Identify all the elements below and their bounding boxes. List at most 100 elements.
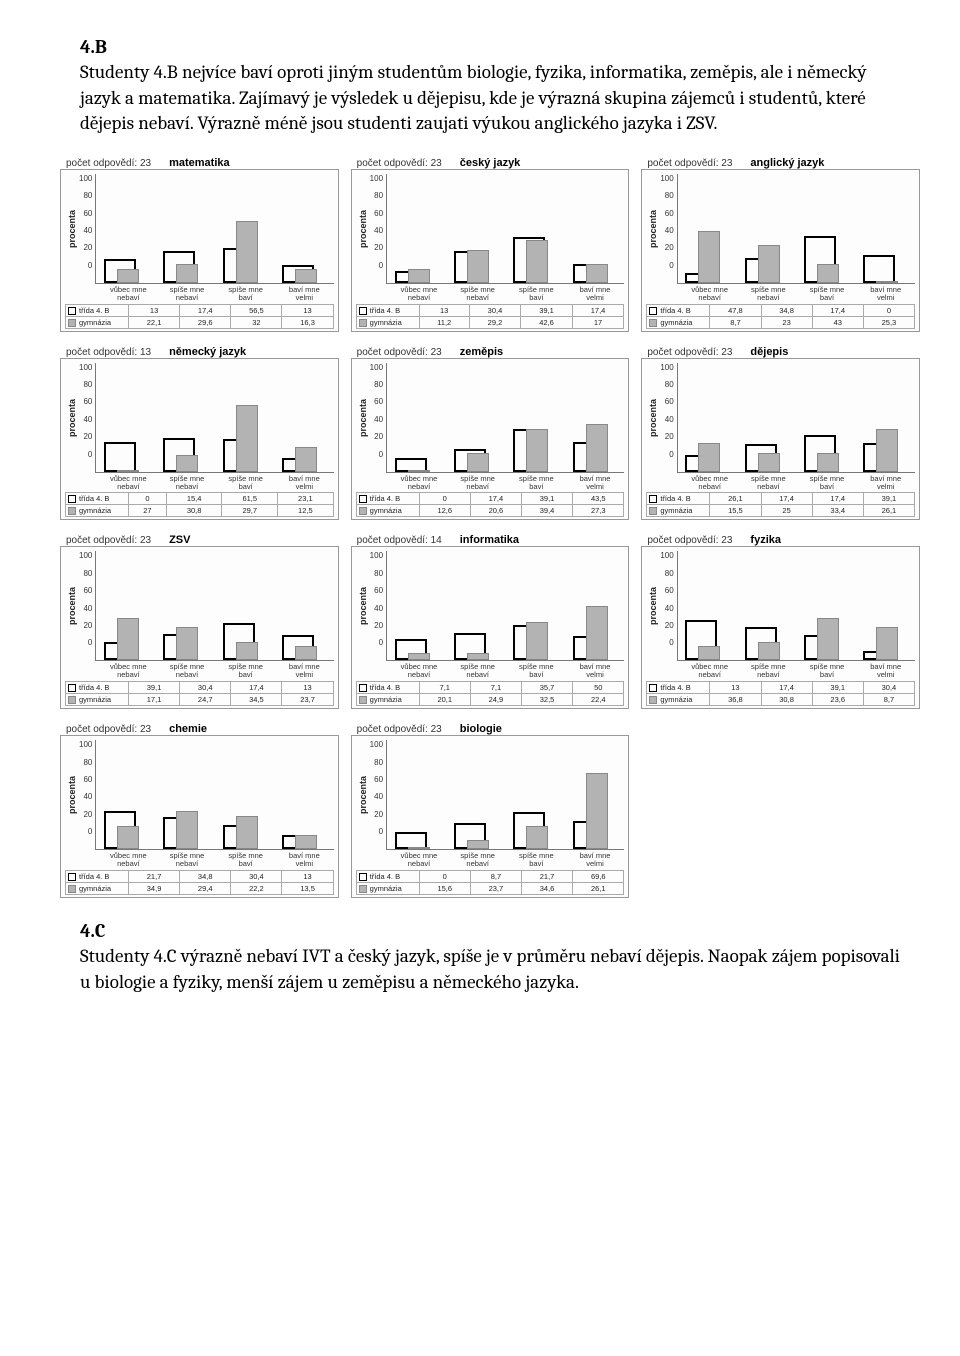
- data-table: třída 4. B7,17,135,750gymnázia20,124,932…: [356, 681, 625, 706]
- bar-trida-4b: [117, 618, 139, 661]
- table-cell: 15,5: [710, 505, 761, 517]
- table-cell: 17,1: [129, 694, 180, 706]
- bar-chart: procenta100806040200vůbec mnenebavíspíše…: [60, 546, 339, 709]
- table-cell: 26,1: [573, 883, 624, 895]
- table-cell: 69,6: [573, 871, 624, 883]
- bar-trida-4b: [817, 264, 839, 283]
- data-table: třída 4. B1317,456,513gymnázia22,129,632…: [65, 304, 334, 329]
- y-axis-ticks: 100806040200: [370, 740, 386, 850]
- x-axis-categories: vůbec mnenebavíspíše mnenebavíspíše mneb…: [390, 663, 625, 679]
- table-cell: 17,4: [812, 493, 863, 505]
- bar-trida-4b: [176, 455, 198, 472]
- table-cell: 17,4: [470, 493, 521, 505]
- table-cell: 34,5: [231, 694, 282, 706]
- bar-trida-4b: [758, 245, 780, 283]
- table-cell: 24,9: [470, 694, 521, 706]
- table-cell: 0: [129, 493, 167, 505]
- bar-trida-4b: [117, 269, 139, 283]
- table-cell: 25: [761, 505, 812, 517]
- x-axis-categories: vůbec mnenebavíspíše mnenebavíspíše mneb…: [390, 475, 625, 491]
- bar-trida-4b: [876, 627, 898, 660]
- table-cell: 34,9: [129, 883, 180, 895]
- bar-trida-4b: [176, 627, 198, 660]
- data-table: třída 4. B1317,439,130,4gymnázia36,830,8…: [646, 681, 915, 706]
- data-table: třída 4. B1330,439,117,4gymnázia11,229,2…: [356, 304, 625, 329]
- chart-header: počet odpovědí: 23dějepis: [641, 344, 920, 358]
- y-axis-label: procenta: [356, 363, 370, 473]
- x-axis-categories: vůbec mnenebavíspíše mnenebavíspíše mneb…: [390, 286, 625, 302]
- bar-chart: procenta100806040200vůbec mnenebavíspíše…: [60, 735, 339, 898]
- table-cell: 7,1: [419, 682, 470, 694]
- bar-trida-4b: [467, 840, 489, 849]
- bar-trida-4b: [698, 646, 720, 660]
- response-count: počet odpovědí: 13: [66, 347, 151, 358]
- series-label: gymnázia: [66, 883, 129, 895]
- series-label: gymnázia: [66, 505, 129, 517]
- series-label: třída 4. B: [66, 871, 129, 883]
- y-axis-label: procenta: [646, 363, 660, 473]
- data-table: třída 4. B26,117,417,439,1gymnázia15,525…: [646, 492, 915, 517]
- series-label: třída 4. B: [356, 682, 419, 694]
- heading-4b: 4.B: [80, 36, 900, 58]
- chart-header: počet odpovědí: 23český jazyk: [351, 155, 630, 169]
- table-cell: 42,6: [521, 316, 573, 328]
- chart-header: počet odpovědí: 23ZSV: [60, 532, 339, 546]
- chart-title: ZSV: [169, 534, 190, 546]
- table-cell: 61,5: [222, 493, 278, 505]
- series-label: gymnázia: [66, 316, 129, 328]
- table-cell: 13: [710, 682, 761, 694]
- table-cell: 7,1: [470, 682, 521, 694]
- bar-trida-4b: [526, 622, 548, 661]
- bar-trida-4b: [467, 453, 489, 472]
- x-axis-categories: vůbec mnenebavíspíše mnenebavíspíše mneb…: [99, 475, 334, 491]
- table-cell: 23,7: [470, 883, 521, 895]
- x-axis-categories: vůbec mnenebavíspíše mnenebavíspíše mneb…: [99, 663, 334, 679]
- table-cell: 0: [419, 493, 470, 505]
- table-cell: 39,1: [812, 682, 863, 694]
- response-count: počet odpovědí: 23: [66, 158, 151, 169]
- bar-gymnazia: [104, 442, 136, 471]
- bar-trida-4b: [467, 653, 489, 661]
- x-axis-categories: vůbec mnenebavíspíše mnenebavíspíše mneb…: [99, 286, 334, 302]
- chart-header: počet odpovědí: 23matematika: [60, 155, 339, 169]
- y-axis-ticks: 100806040200: [79, 740, 95, 850]
- response-count: počet odpovědí: 23: [647, 158, 732, 169]
- table-cell: 30,4: [469, 304, 521, 316]
- y-axis-label: procenta: [65, 363, 79, 473]
- chart-title: dějepis: [750, 346, 788, 358]
- chart-header: počet odpovědí: 23anglický jazyk: [641, 155, 920, 169]
- table-cell: 26,1: [710, 493, 761, 505]
- bar-trida-4b: [176, 264, 198, 283]
- chart-header: počet odpovědí: 14informatika: [351, 532, 630, 546]
- table-cell: 15,4: [166, 493, 222, 505]
- x-axis-categories: vůbec mnenebavíspíše mnenebavíspíše mneb…: [680, 286, 915, 302]
- table-cell: 35,7: [521, 682, 572, 694]
- table-cell: 29,4: [180, 883, 231, 895]
- series-label: třída 4. B: [66, 682, 129, 694]
- table-cell: 50: [573, 682, 624, 694]
- series-label: gymnázia: [66, 694, 129, 706]
- x-axis-categories: vůbec mnenebavíspíše mnenebavíspíše mneb…: [680, 475, 915, 491]
- table-cell: 0: [863, 304, 914, 316]
- y-axis-ticks: 100806040200: [660, 174, 676, 284]
- chart-header: počet odpovědí: 23biologie: [351, 721, 630, 735]
- table-cell: 17: [572, 316, 624, 328]
- plot-area: [95, 551, 333, 661]
- plot-area: [386, 174, 624, 284]
- table-cell: 17,4: [180, 304, 231, 316]
- plot-area: [95, 174, 333, 284]
- plot-area: [677, 551, 915, 661]
- series-label: třída 4. B: [647, 682, 710, 694]
- bar-trida-4b: [117, 470, 139, 472]
- table-cell: 30,4: [231, 871, 282, 883]
- y-axis-label: procenta: [65, 174, 79, 284]
- table-cell: 24,7: [180, 694, 231, 706]
- series-label: gymnázia: [356, 316, 419, 328]
- table-cell: 26,1: [863, 505, 914, 517]
- table-cell: 23: [761, 316, 812, 328]
- y-axis-label: procenta: [356, 174, 370, 284]
- series-label: třída 4. B: [356, 871, 419, 883]
- table-cell: 16,3: [282, 316, 333, 328]
- table-cell: 32: [231, 316, 282, 328]
- y-axis-label: procenta: [646, 551, 660, 661]
